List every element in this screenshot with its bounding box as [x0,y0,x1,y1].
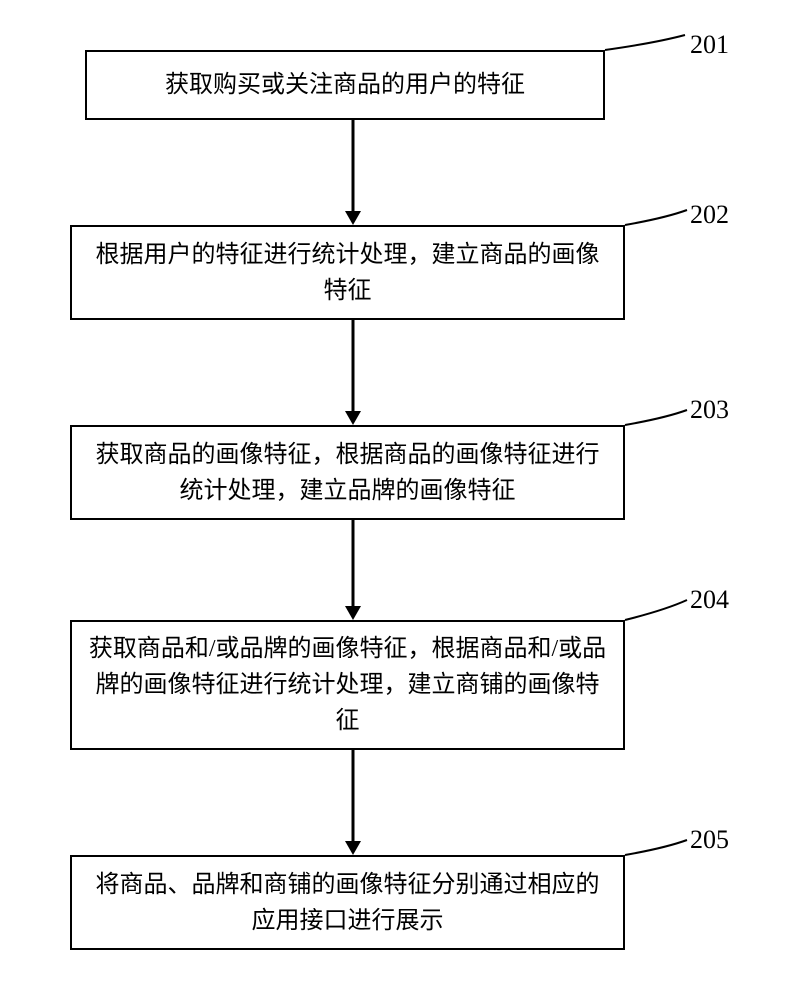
node-1-label: 201 [690,30,729,60]
node-1-text: 获取购买或关注商品的用户的特征 [165,67,525,103]
node-4-text: 获取商品和/或品牌的画像特征，根据商品和/或品牌的画像特征进行统计处理，建立商铺… [87,631,608,739]
flowchart-node-2: 根据用户的特征进行统计处理，建立商品的画像特征 [70,225,625,320]
node-5-connector [625,855,695,880]
node-1-connector [605,50,690,75]
node-5-label: 205 [690,825,729,855]
node-3-connector [625,425,695,450]
node-4-label: 204 [690,585,729,615]
node-2-label: 202 [690,200,729,230]
flowchart-node-5: 将商品、品牌和商铺的画像特征分别通过相应的应用接口进行展示 [70,855,625,950]
arrow-1 [345,120,361,225]
arrow-2 [345,320,361,425]
node-3-text: 获取商品的画像特征，根据商品的画像特征进行统计处理，建立品牌的画像特征 [87,437,608,509]
node-2-text: 根据用户的特征进行统计处理，建立商品的画像特征 [87,237,608,309]
arrow-4 [345,750,361,855]
flowchart-node-1: 获取购买或关注商品的用户的特征 [85,50,605,120]
flowchart-node-3: 获取商品的画像特征，根据商品的画像特征进行统计处理，建立品牌的画像特征 [70,425,625,520]
flowchart-node-4: 获取商品和/或品牌的画像特征，根据商品和/或品牌的画像特征进行统计处理，建立商铺… [70,620,625,750]
node-3-label: 203 [690,395,729,425]
node-2-connector [625,225,695,250]
node-4-connector [625,620,695,650]
node-5-text: 将商品、品牌和商铺的画像特征分别通过相应的应用接口进行展示 [87,867,608,939]
arrow-3 [345,520,361,620]
